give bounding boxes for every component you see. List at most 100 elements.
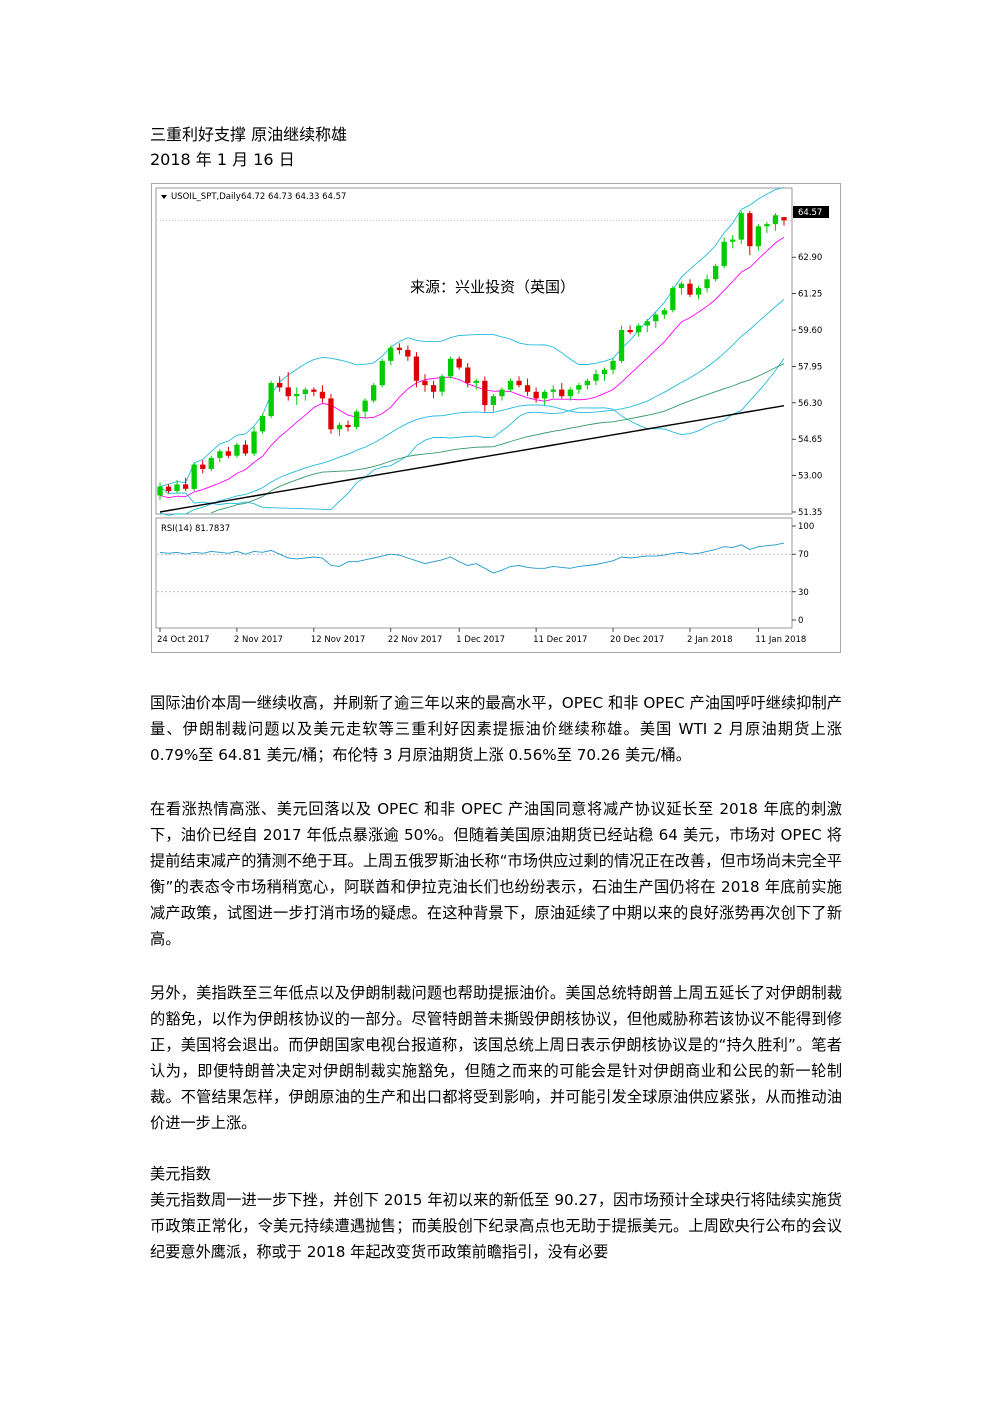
candle-body (550, 389, 556, 392)
date-tick-label: 22 Nov 2017 (388, 635, 442, 645)
price-tick-label: 61.25 (798, 290, 822, 300)
section-heading: 美元指数 (150, 1165, 211, 1183)
candle-body (336, 424, 343, 430)
candle-body (225, 451, 231, 456)
bollinger-upper-line (159, 187, 785, 488)
candle-body (473, 380, 479, 383)
price-tick-label: 53.00 (798, 472, 822, 482)
ma-short-line (159, 236, 785, 499)
rsi-tick-label: 30 (798, 588, 809, 598)
price-tick-label: 54.65 (798, 435, 822, 445)
candle-body (721, 241, 727, 267)
paragraph-2: 在看涨热情高涨、美元回落以及 OPEC 和非 OPEC 产油国同意将减产协议延长… (150, 800, 842, 948)
candle-body (328, 398, 334, 430)
chart-watermark: 来源：兴业投资（英国） (410, 278, 575, 296)
candle-body (772, 215, 779, 225)
date-tick-label: 12 Nov 2017 (311, 635, 365, 645)
candle-body (259, 416, 266, 432)
candle-body (499, 389, 505, 397)
article-title: 三重利好支撑 原油继续称雄 (150, 125, 348, 144)
candle-body (302, 389, 308, 394)
candle-body (567, 389, 573, 397)
candle-body (465, 367, 471, 383)
candle-body (627, 330, 633, 333)
candle-body (200, 464, 206, 469)
date-tick-label: 2 Nov 2017 (234, 635, 283, 645)
candle-body (670, 288, 676, 311)
date-tick-label: 11 Jan 2018 (755, 635, 806, 645)
candle-body (584, 380, 590, 386)
candle-body (507, 380, 514, 390)
candle-body (208, 458, 214, 469)
date-tick-label: 11 Dec 2017 (533, 635, 587, 645)
candle-body (405, 349, 411, 357)
candle-body (695, 288, 702, 295)
chart-symbol: USOIL_SPT,Daily (171, 192, 241, 202)
rsi-panel (155, 517, 793, 629)
candle-body (422, 380, 428, 386)
candle-body (764, 224, 770, 227)
candle-body (610, 360, 616, 370)
candle-body (576, 385, 582, 390)
price-tick-label: 51.35 (798, 508, 822, 518)
ma-long-line (159, 405, 785, 513)
article-date: 2018 年 1 月 16 日 (150, 150, 295, 169)
section-paragraph: 美元指数周一进一步下挫，并创下 2015 年初以来的新低至 90.27，因市场预… (150, 1191, 842, 1261)
candle-body (730, 239, 736, 242)
candle-body (413, 356, 420, 381)
candle-body (439, 376, 445, 392)
paragraph-3: 另外，美指跌至三年低点以及伊朗制裁问题也帮助提振油价。美国总统特朗普上周五延长了… (150, 984, 842, 1132)
candle-body (755, 226, 761, 247)
candle-body (396, 347, 402, 350)
candle-body (618, 330, 625, 361)
candle-body (448, 358, 454, 377)
price-tick-label: 59.60 (798, 326, 822, 336)
candle-body (747, 213, 753, 247)
candle-body (311, 389, 317, 392)
bollinger-lower-line (159, 358, 785, 511)
candle-body (559, 389, 565, 397)
candle-body (653, 314, 659, 322)
candle-body (242, 444, 249, 454)
candle-body (354, 411, 360, 427)
bollinger-mid-line (159, 299, 785, 516)
candle-body (388, 347, 394, 361)
candle-body (661, 310, 667, 315)
date-tick-label: 24 Oct 2017 (157, 635, 210, 645)
candle-body (379, 360, 385, 386)
candle-body (542, 391, 548, 399)
candle-body (687, 283, 693, 295)
chart-canvas: 62.90 61.25 59.60 57.95 56.30 54.65 53.00 51.35… (155, 187, 829, 645)
candle-body (490, 396, 496, 405)
rsi-tick-label: 100 (798, 522, 814, 532)
rsi-label: RSI(14) 81.7837 (161, 524, 230, 534)
dropdown-icon (161, 195, 167, 199)
candle-body (183, 484, 189, 489)
candle-body (678, 283, 685, 289)
candle-body (738, 213, 744, 240)
paragraph-1: 国际油价本周一继续收高，并刷新了逾三年以来的最高水平，OPEC 和非 OPEC … (150, 694, 842, 764)
candle-body (191, 464, 197, 489)
candle-body (285, 387, 291, 397)
candle-body (781, 217, 787, 221)
candle-body (217, 451, 223, 458)
candle-body (593, 374, 599, 381)
candle-body (704, 279, 710, 289)
candle-body (157, 486, 163, 496)
candle-body (524, 385, 531, 392)
candle-body (294, 394, 300, 397)
price-tick-label: 62.90 (798, 253, 822, 263)
price-tick-label: 57.95 (798, 362, 822, 372)
last-price-label: 64.57 (798, 208, 822, 218)
candle-body (482, 380, 488, 406)
candle-body (644, 321, 650, 326)
candle-body (345, 424, 351, 428)
candle-body (533, 391, 539, 399)
candle-body (277, 383, 283, 388)
candle-body (516, 380, 522, 386)
price-tick-label: 56.30 (798, 399, 822, 409)
chart-ohlc: 64.72 64.73 64.33 64.57 (241, 192, 346, 202)
candle-body (319, 391, 326, 399)
date-tick-label: 1 Dec 2017 (456, 635, 505, 645)
candle-body (430, 385, 437, 392)
